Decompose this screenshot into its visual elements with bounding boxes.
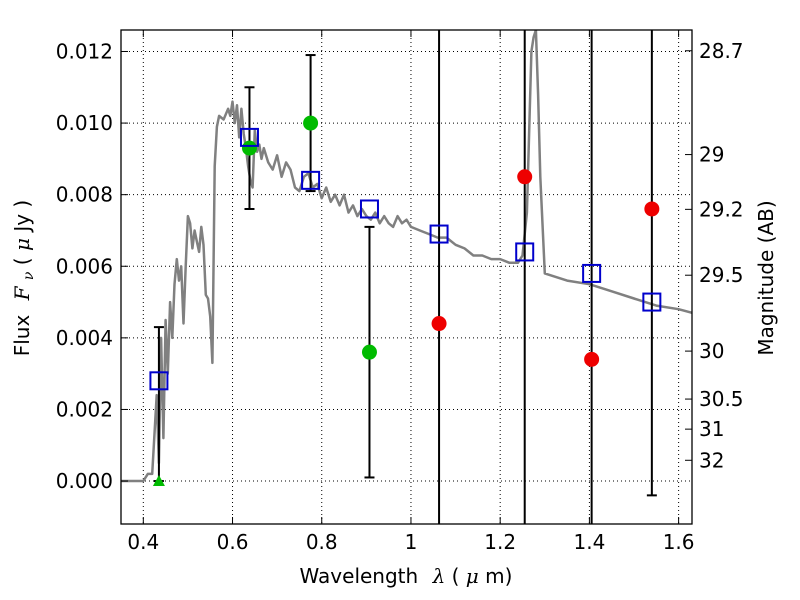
model-photometry-point: [429, 224, 449, 244]
model-photometry-point: [301, 170, 321, 190]
mag-tick-label: 30: [699, 339, 724, 363]
x-tick-label: 0.4: [127, 530, 159, 554]
y-axis-title-unit-rest: Jy ): [10, 200, 34, 234]
x-axis-title-unit-rest: m): [485, 564, 512, 588]
x-tick-label: 1.2: [484, 530, 516, 554]
model-sed-layer: [121, 30, 692, 483]
detection-point: [303, 115, 319, 131]
model-photometry-point: [642, 292, 662, 312]
model-photometry-point: [359, 199, 379, 219]
plot-frame: [120, 29, 693, 525]
y-axis-title-unit-open: (: [10, 251, 34, 265]
x-axis-title: Wavelength λ ( μ m): [300, 564, 513, 588]
right-axis-title: Magnitude (AB): [754, 200, 778, 355]
mag-tick-label: 29.2: [699, 197, 744, 221]
model-sed-line: [121, 30, 692, 483]
detection-point: [361, 344, 377, 360]
y-axis-title: Flux F ν ( μ Jy ): [10, 200, 38, 357]
y-tick-label: 0.006: [56, 254, 113, 278]
detection-point: [241, 140, 257, 156]
y-axis-title-symbol: F: [10, 285, 34, 301]
y-tick-label: 0.000: [56, 469, 113, 493]
model-photometry-point: [149, 371, 169, 391]
y-tick-label: 0.004: [56, 326, 113, 350]
non-detection-point: [644, 201, 660, 217]
model-photometry-point: [239, 127, 259, 147]
marker-layer: [149, 115, 662, 487]
y-axis-title-unit-mu: μ: [10, 238, 34, 251]
axes-layer: 0.4 0.6 0.8 1 1.2 1.4 1.6 0.000 0.002 0.004 0.006 0…: [56, 29, 744, 554]
mag-tick-label: 29: [699, 143, 724, 167]
x-tick-label: 1.6: [663, 530, 695, 554]
x-axis-title-text: Wavelength: [300, 564, 419, 588]
y-tick-label: 0.008: [56, 183, 113, 207]
y-tick-label: 0.002: [56, 397, 113, 421]
y-axis-title-sub: ν: [21, 271, 37, 280]
y-tick-label: 0.012: [56, 39, 113, 63]
non-detection-point: [431, 316, 447, 332]
x-axis-title-symbol: λ: [432, 564, 446, 588]
model-photometry-point: [582, 263, 602, 283]
mag-tick-label: 29.5: [699, 263, 744, 287]
error-bar-layer: [153, 30, 657, 524]
x-axis-title-unit-mu: μ: [466, 564, 479, 588]
x-tick-label: 1.4: [573, 530, 605, 554]
upper-limit-marker: [152, 475, 165, 487]
model-photometry-point: [515, 242, 535, 262]
mag-tick-label: 30.5: [699, 387, 744, 411]
x-tick-label: 0.6: [217, 530, 249, 554]
non-detection-point: [517, 169, 533, 185]
x-tick-label: 0.8: [306, 530, 338, 554]
y-tick-label: 0.010: [56, 111, 113, 135]
mag-tick-label: 32: [699, 448, 724, 472]
non-detection-point: [584, 351, 600, 367]
mag-tick-label: 31: [699, 417, 724, 441]
x-tick-label: 1: [405, 530, 418, 554]
y-axis-title-text: Flux: [10, 315, 34, 357]
x-axis-title-unit-open: (: [452, 564, 460, 588]
mag-tick-label: 28.7: [699, 39, 744, 63]
